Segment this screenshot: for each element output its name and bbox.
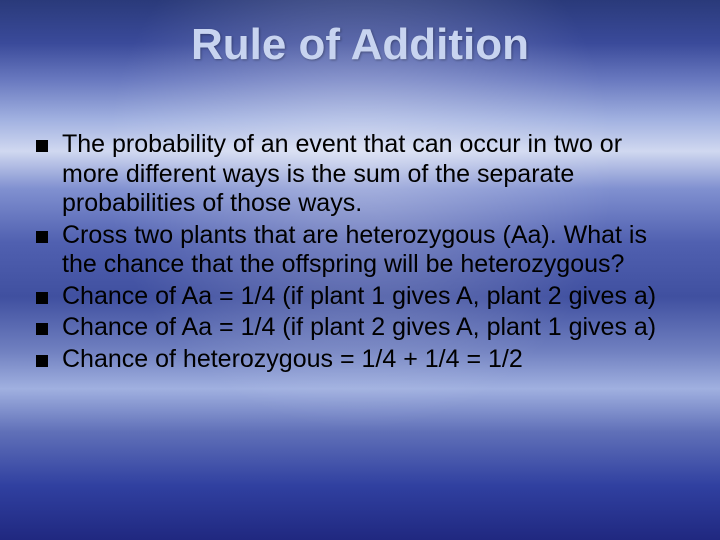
bullet-text: The probability of an event that can occ… — [62, 130, 684, 219]
bullet-text: Chance of Aa = 1/4 (if plant 1 gives A, … — [62, 282, 684, 312]
bullet-icon — [36, 323, 48, 335]
bullet-list: The probability of an event that can occ… — [36, 130, 684, 374]
bullet-icon — [36, 140, 48, 152]
bullet-text: Chance of heterozygous = 1/4 + 1/4 = 1/2 — [62, 345, 684, 375]
list-item: Chance of Aa = 1/4 (if plant 1 gives A, … — [36, 282, 684, 312]
bullet-icon — [36, 355, 48, 367]
bullet-text: Chance of Aa = 1/4 (if plant 2 gives A, … — [62, 313, 684, 343]
list-item: Cross two plants that are heterozygous (… — [36, 221, 684, 280]
slide-content: The probability of an event that can occ… — [36, 130, 684, 376]
slide: Rule of Addition The probability of an e… — [0, 0, 720, 540]
list-item: The probability of an event that can occ… — [36, 130, 684, 219]
bullet-text: Cross two plants that are heterozygous (… — [62, 221, 684, 280]
bullet-icon — [36, 231, 48, 243]
slide-title: Rule of Addition — [0, 20, 720, 70]
list-item: Chance of Aa = 1/4 (if plant 2 gives A, … — [36, 313, 684, 343]
list-item: Chance of heterozygous = 1/4 + 1/4 = 1/2 — [36, 345, 684, 375]
bullet-icon — [36, 292, 48, 304]
